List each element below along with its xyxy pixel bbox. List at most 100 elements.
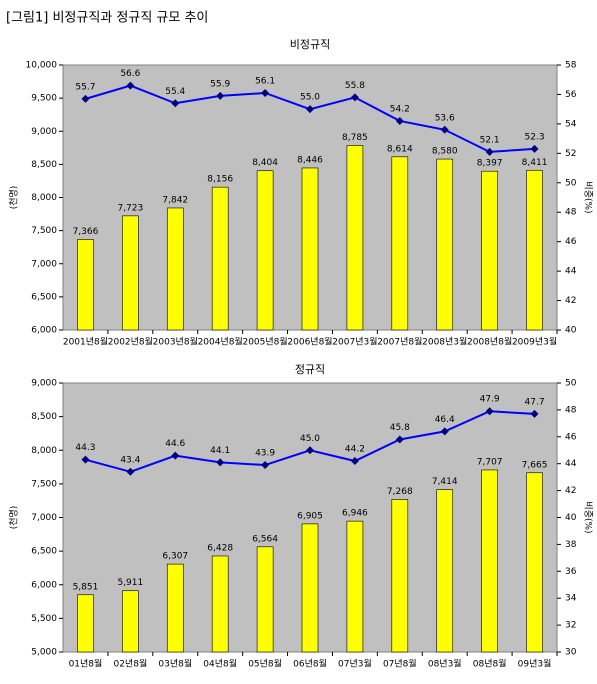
line-marker: [126, 467, 135, 476]
line-label: 44.3: [75, 443, 95, 453]
bar-label: 8,614: [387, 144, 413, 154]
x-tick-label: 2007년3월: [332, 336, 377, 348]
x-tick-label: 2006년8월: [287, 336, 332, 348]
line-label: 55.9: [210, 79, 230, 89]
y-tick-label: 8,000: [31, 193, 57, 203]
x-tick-label: 2004년8월: [198, 336, 243, 348]
line-marker: [485, 147, 494, 156]
line-label: 44.6: [165, 439, 185, 449]
bar-label: 7,268: [387, 487, 413, 497]
bar-label: 8,411: [522, 158, 548, 168]
bar-label: 7,707: [477, 457, 503, 467]
x-tick-label: 07년3월: [338, 658, 372, 670]
line-marker: [530, 144, 539, 153]
y2-tick-label: 30: [565, 648, 577, 658]
bar: [436, 489, 454, 653]
line-marker: [306, 105, 314, 114]
line-marker: [350, 457, 359, 466]
bar: [391, 499, 409, 653]
line-label: 56.1: [255, 76, 275, 86]
bar: [301, 523, 319, 653]
y2-tick-label: 32: [565, 621, 576, 631]
y2-axis-label: 비중(%): [583, 181, 594, 213]
line-marker: [126, 81, 135, 90]
chart-title: 비정규직: [290, 38, 330, 51]
x-tick-label: 2007년8월: [377, 336, 422, 348]
bar-label: 6,428: [207, 543, 233, 553]
x-tick-label: 2008년3월: [422, 336, 467, 348]
figure-title: [그림1] 비정규직과 정규직 규모 추이: [6, 11, 208, 26]
bar: [77, 239, 94, 331]
line-label: 55.0: [300, 93, 320, 103]
bar-label: 6,564: [252, 534, 278, 544]
x-tick-label: 04년8월: [203, 658, 237, 670]
bar-label: 5,911: [117, 578, 143, 588]
line-marker: [485, 407, 494, 416]
y2-tick-label: 48: [565, 405, 577, 415]
x-tick-label: 09년3월: [518, 658, 552, 670]
y-axis-label: (천명): [9, 506, 20, 530]
y2-tick-label: 42: [565, 296, 576, 306]
line-marker: [81, 94, 90, 103]
y-tick-label: 7,500: [31, 226, 57, 236]
line-marker: [261, 88, 270, 97]
line-label: 43.4: [120, 455, 140, 465]
bar-label: 8,156: [207, 175, 233, 185]
line-label: 47.9: [480, 395, 500, 405]
bar: [256, 546, 274, 653]
line-label: 56.6: [120, 69, 140, 79]
x-tick-label: 06년8월: [293, 658, 327, 670]
bar-label: 8,404: [252, 158, 278, 168]
x-tick-label: 2005년8월: [242, 336, 287, 348]
line-marker: [530, 409, 539, 418]
x-tick-label: 05년8월: [248, 658, 282, 670]
bar: [391, 156, 409, 331]
bar: [481, 469, 498, 653]
bar: [211, 555, 229, 653]
x-tick-label: 08년8월: [473, 658, 507, 670]
bar-label: 8,580: [432, 147, 458, 157]
bar-label: 8,397: [477, 159, 503, 169]
bar-label: 7,723: [117, 203, 143, 213]
x-tick-label: 01년8월: [69, 658, 103, 670]
bar-label: 5,851: [73, 582, 99, 592]
line-label: 52.3: [525, 132, 545, 142]
x-tick-label: 2008년8월: [467, 336, 512, 348]
line-marker: [395, 435, 404, 444]
line-label: 47.7: [525, 397, 545, 407]
line-marker: [171, 451, 180, 460]
bar: [301, 167, 319, 331]
bar: [211, 186, 229, 331]
bar-label: 7,366: [73, 227, 99, 237]
line-marker: [440, 125, 449, 134]
y-tick-label: 8,500: [31, 412, 57, 422]
bar-label: 6,307: [162, 552, 188, 562]
line-marker: [440, 427, 449, 436]
bar: [166, 207, 184, 331]
y2-tick-label: 44: [565, 267, 577, 277]
line-marker: [261, 461, 270, 470]
bar-label: 8,785: [342, 133, 368, 143]
bar: [526, 472, 543, 653]
line-marker: [395, 116, 404, 125]
bar-label: 6,905: [297, 511, 323, 521]
x-tick-label: 2009년3월: [512, 336, 557, 348]
bar: [481, 170, 498, 331]
y-tick-label: 7,000: [31, 259, 57, 269]
y-tick-label: 8,500: [31, 160, 57, 170]
y2-tick-label: 46: [565, 237, 577, 247]
bar: [122, 215, 139, 331]
line-label: 55.4: [165, 87, 185, 97]
line-marker: [216, 91, 225, 100]
line-label: 45.8: [390, 423, 410, 433]
y-tick-label: 9,000: [31, 127, 57, 137]
bar: [122, 590, 139, 653]
y2-tick-label: 50: [565, 379, 577, 389]
line-label: 52.1: [480, 135, 500, 145]
bar: [436, 158, 454, 331]
line-marker: [81, 455, 90, 464]
x-tick-label: 07년8월: [383, 658, 417, 670]
x-tick-label: 08년3월: [428, 658, 462, 670]
